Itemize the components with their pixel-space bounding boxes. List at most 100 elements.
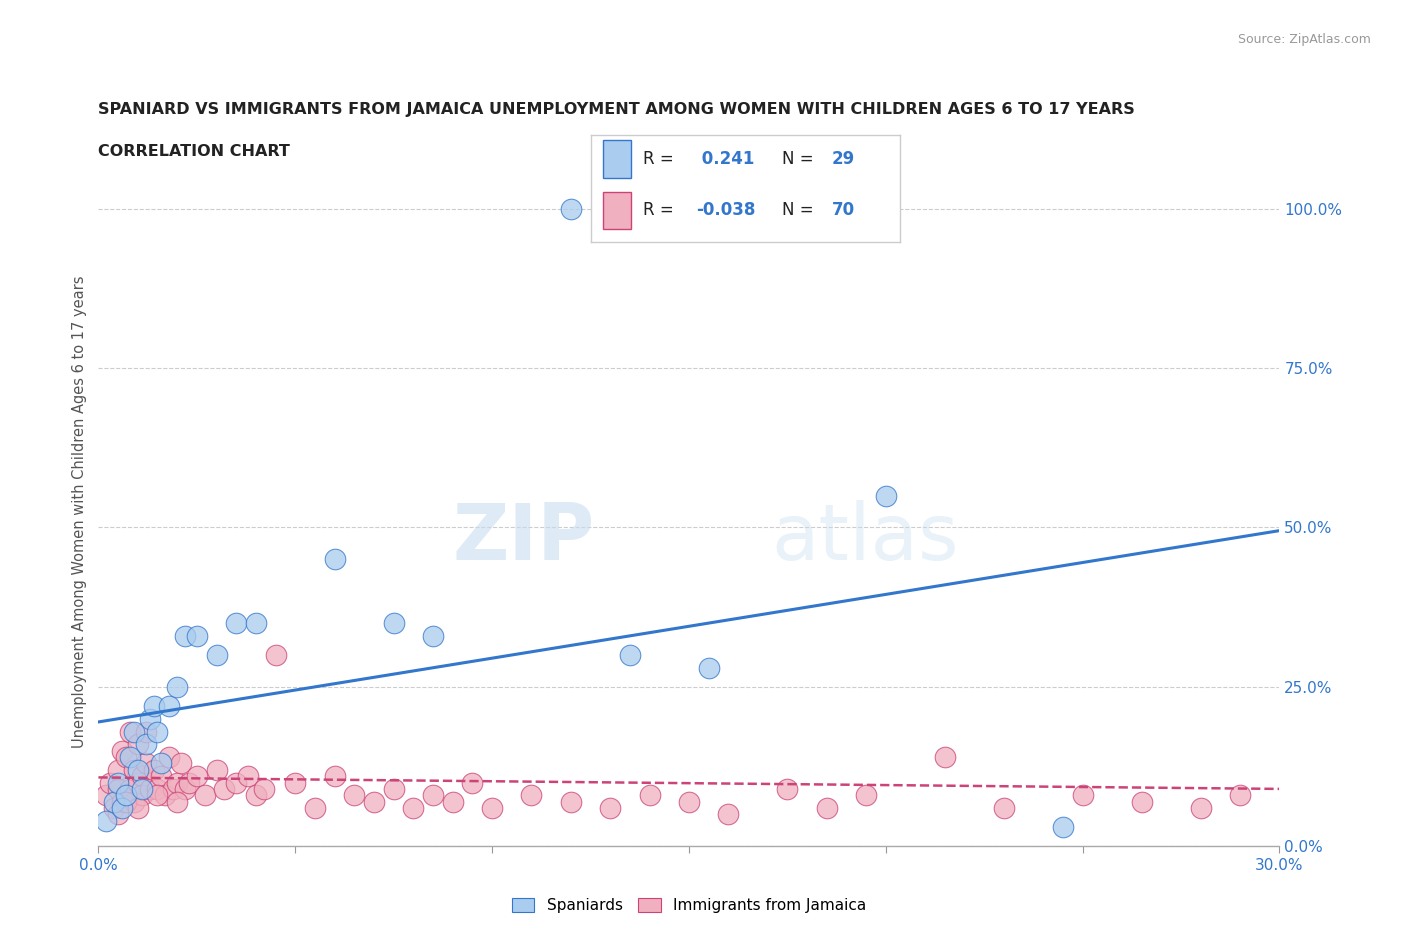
Point (875, 488, 897, 503)
Point (253, 781, 276, 796)
Point (461, 775, 484, 790)
Point (245, 788, 267, 803)
Point (131, 788, 153, 803)
Point (157, 698, 180, 713)
Point (174, 629, 197, 644)
Text: Source: ZipAtlas.com: Source: ZipAtlas.com (1237, 33, 1371, 46)
Point (150, 769, 173, 784)
Point (96, 788, 118, 803)
Point (127, 775, 149, 790)
Point (122, 763, 145, 777)
Text: ZIP: ZIP (453, 500, 595, 577)
Point (186, 629, 208, 644)
Point (205, 763, 228, 777)
Point (115, 750, 138, 764)
Text: -0.038: -0.038 (696, 201, 755, 219)
Point (304, 801, 326, 816)
Point (205, 647, 228, 662)
Point (638, 788, 661, 803)
Point (363, 794, 385, 809)
Point (225, 616, 247, 631)
Point (135, 737, 157, 751)
Point (678, 794, 700, 809)
Point (402, 801, 425, 816)
Text: N =: N = (782, 150, 820, 168)
Point (520, 788, 543, 803)
Point (146, 724, 169, 739)
Point (135, 756, 157, 771)
Point (118, 781, 141, 796)
Point (122, 794, 145, 809)
Point (934, 750, 956, 764)
Point (1229, 788, 1251, 803)
Point (776, 781, 799, 796)
Point (107, 775, 129, 790)
Point (98, 775, 121, 790)
Point (1071, 788, 1094, 803)
Point (157, 750, 180, 764)
Point (1052, 819, 1074, 834)
Point (103, 801, 125, 816)
Point (177, 775, 200, 790)
Point (264, 647, 287, 662)
Point (993, 801, 1015, 816)
Point (245, 616, 267, 631)
Point (150, 756, 173, 771)
Point (142, 698, 165, 713)
Point (186, 769, 208, 784)
Point (111, 801, 134, 816)
Point (382, 781, 405, 796)
Point (323, 551, 346, 566)
Point (214, 781, 236, 796)
Point (815, 801, 838, 816)
Point (122, 724, 145, 739)
Point (111, 743, 134, 758)
Point (481, 801, 503, 816)
Point (697, 660, 720, 675)
Point (599, 801, 621, 816)
Point (107, 763, 129, 777)
Point (118, 750, 141, 764)
Point (118, 724, 141, 739)
Point (855, 788, 877, 803)
Point (236, 769, 259, 784)
Text: CORRELATION CHART: CORRELATION CHART (98, 144, 290, 159)
Point (717, 807, 740, 822)
Point (194, 788, 217, 803)
Point (138, 781, 160, 796)
Point (323, 769, 346, 784)
Point (422, 788, 444, 803)
FancyBboxPatch shape (603, 140, 631, 178)
Point (127, 737, 149, 751)
Y-axis label: Unemployment Among Women with Children Ages 6 to 17 years: Unemployment Among Women with Children A… (72, 275, 87, 748)
Text: 0.241: 0.241 (696, 150, 754, 168)
Point (560, 201, 582, 216)
Point (131, 781, 153, 796)
Point (107, 807, 129, 822)
Point (131, 769, 153, 784)
Point (107, 781, 129, 796)
Text: 70: 70 (832, 201, 855, 219)
Point (127, 763, 149, 777)
Point (225, 775, 247, 790)
Point (284, 775, 307, 790)
Point (166, 680, 188, 695)
Point (103, 794, 125, 809)
Point (115, 788, 138, 803)
Legend: Spaniards, Immigrants from Jamaica: Spaniards, Immigrants from Jamaica (505, 892, 873, 919)
Text: R =: R = (643, 201, 679, 219)
Point (343, 788, 366, 803)
Point (115, 788, 138, 803)
Point (382, 616, 405, 631)
Point (155, 788, 177, 803)
Point (111, 794, 134, 809)
Point (1189, 801, 1212, 816)
Point (115, 794, 138, 809)
Point (127, 801, 149, 816)
Point (619, 647, 641, 662)
Point (422, 629, 444, 644)
Point (560, 794, 582, 809)
Point (1130, 794, 1153, 809)
Point (138, 711, 160, 726)
Point (166, 775, 188, 790)
